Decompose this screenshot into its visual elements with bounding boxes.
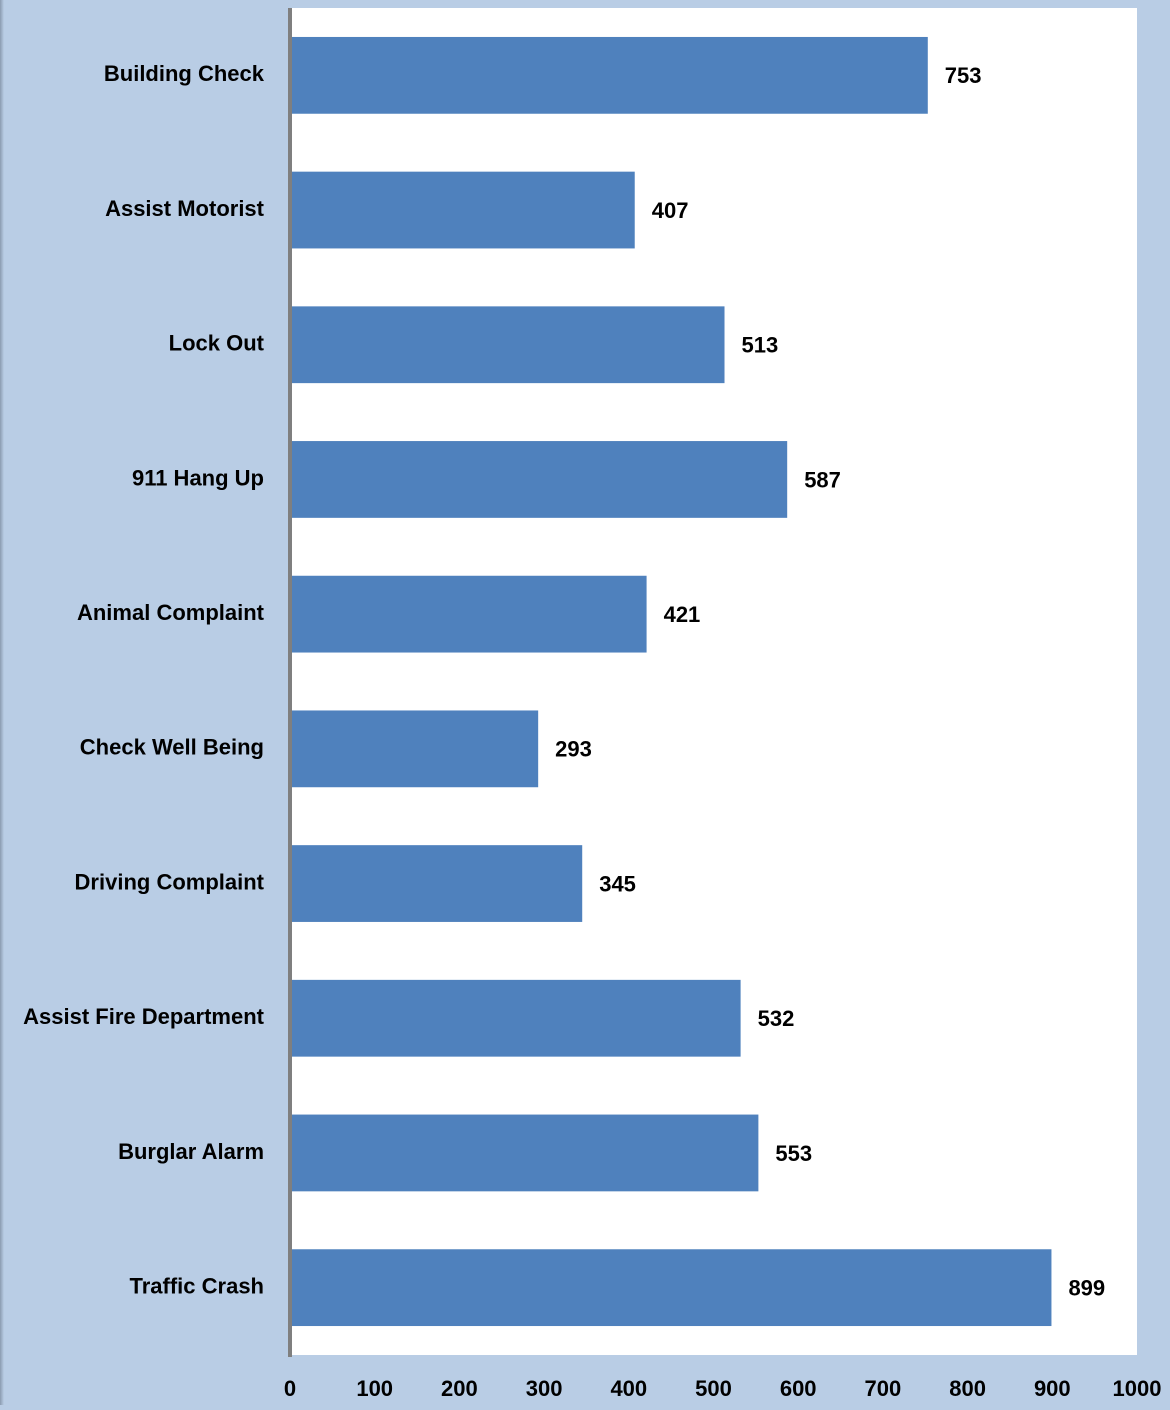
data-label: 532 [758,1006,795,1031]
x-tick-label: 900 [1034,1376,1071,1401]
category-label: Lock Out [169,331,265,356]
category-label: Building Check [104,61,265,86]
bar-burglar-alarm [290,1114,759,1192]
x-tick-label: 400 [610,1376,647,1401]
category-label: Check Well Being [80,735,264,760]
data-label: 587 [804,467,841,492]
x-tick-label: 500 [695,1376,732,1401]
category-label: 911 Hang Up [132,465,264,490]
data-label: 345 [599,871,636,896]
x-tick-label: 800 [949,1376,986,1401]
x-tick-label: 600 [780,1376,817,1401]
bar-building-check [290,36,928,114]
category-label: Assist Motorist [105,196,265,221]
x-tick-label: 300 [526,1376,563,1401]
category-label: Traffic Crash [130,1273,265,1298]
bar-911-hang-up [290,441,788,518]
x-tick-label: 0 [284,1376,296,1401]
data-label: 899 [1068,1275,1105,1300]
bar-check-well-being [290,710,539,788]
data-label: 553 [775,1141,812,1166]
data-label: 407 [652,198,689,223]
category-label: Burglar Alarm [118,1139,264,1164]
data-label: 513 [742,333,779,358]
bar-assist-fire-department [290,979,741,1057]
bar-driving-complaint [290,845,583,922]
data-label: 753 [945,63,982,88]
bar-assist-motorist [290,171,635,249]
bar-traffic-crash [290,1249,1052,1327]
x-tick-label: 100 [356,1376,393,1401]
category-label: Assist Fire Department [23,1004,265,1029]
x-tick-label: 700 [865,1376,902,1401]
x-tick-label: 200 [441,1376,478,1401]
bar-lock-out [290,306,725,384]
data-label: 293 [555,737,592,762]
data-label: 421 [664,602,701,627]
category-label: Driving Complaint [75,869,265,894]
bar-animal-complaint [290,575,647,653]
x-tick-label: 1000 [1113,1376,1162,1401]
category-label: Animal Complaint [77,600,265,625]
